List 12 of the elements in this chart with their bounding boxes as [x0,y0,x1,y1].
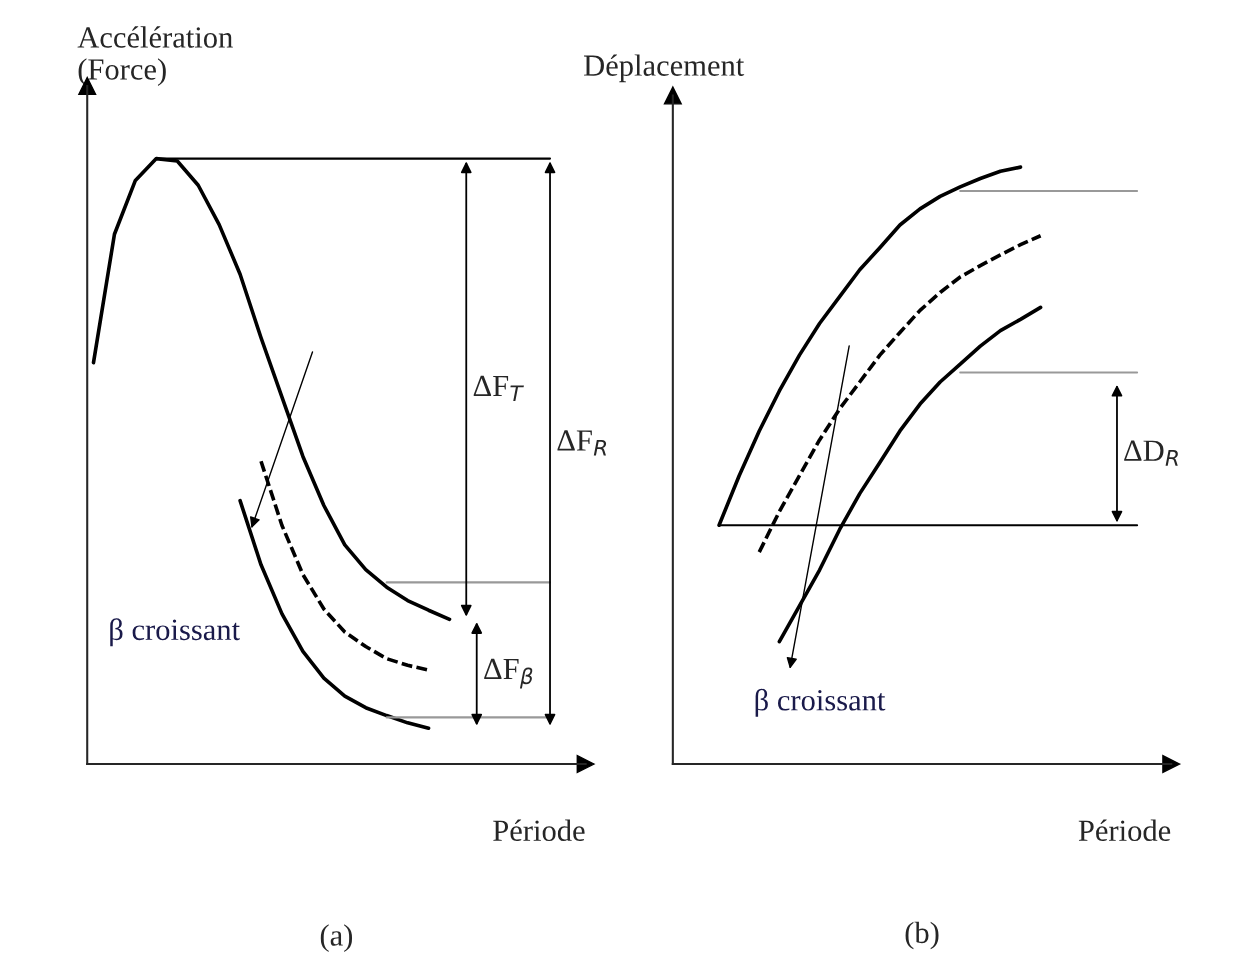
y-axis-title: Accélération (Force) [77,26,233,86]
y-axis-title: Déplacement [584,54,745,83]
annotation: ΔF$_{T}$ [473,375,524,402]
x-axis-title: Période [1078,819,1171,842]
annotation: β croissant [110,618,240,647]
annotation: β croissant [755,688,886,717]
annotation: ΔD$_{R}$ [1124,440,1178,466]
annotation: ΔF$_{β}$ [484,658,533,689]
text: (b) [905,921,939,950]
text: (a) [320,924,353,953]
annotation: ΔF$_{R}$ [557,430,607,456]
x-axis-title: Période [493,819,585,842]
